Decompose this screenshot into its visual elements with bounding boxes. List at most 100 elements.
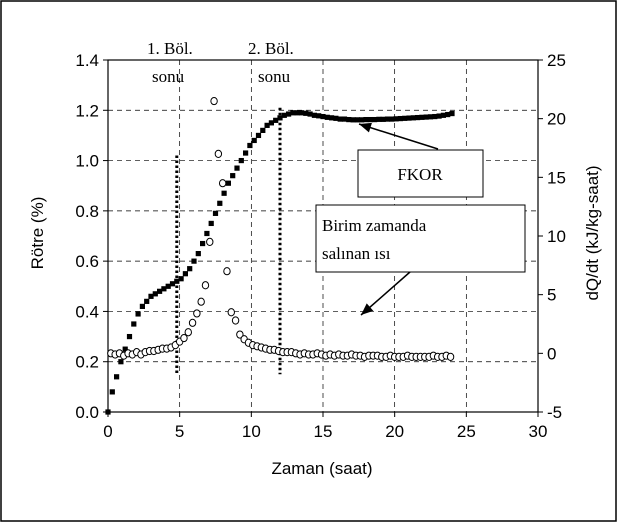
fkor-point xyxy=(238,157,244,164)
fkor-point xyxy=(341,116,348,122)
fkor-point xyxy=(449,110,455,117)
fkor-point xyxy=(397,115,403,122)
fkor-point xyxy=(225,180,231,186)
fkor-point xyxy=(118,359,124,365)
fkor-point xyxy=(131,321,137,327)
heat-point xyxy=(218,179,227,188)
x-axis-label: Zaman (saat) xyxy=(271,459,372,478)
phase2-label-line1: 2. Böl. xyxy=(248,39,294,58)
fkor-point xyxy=(208,220,214,227)
heat-point xyxy=(184,328,192,337)
fkor-point xyxy=(393,116,399,122)
heat-point xyxy=(227,308,235,317)
y-tick-label: 0.6 xyxy=(75,252,99,271)
x-tick-label: 0 xyxy=(103,422,112,441)
fkor-callout-box xyxy=(357,149,484,198)
fkor-point xyxy=(148,293,154,299)
y-tick-labels: 0.0 0.2 0.4 0.6 0.8 1.0 1.2 1.4 xyxy=(75,51,99,422)
fkor-point xyxy=(277,115,283,121)
fkor-point xyxy=(105,409,111,415)
heat-point xyxy=(231,316,240,325)
fkor-point xyxy=(243,150,249,156)
fkor-point xyxy=(174,278,180,284)
fkor-point xyxy=(337,116,343,122)
fkor-point xyxy=(169,281,176,287)
fkor-point xyxy=(376,116,382,122)
fkor-point xyxy=(298,110,305,116)
x-tick-labels: 0 5 10 15 20 25 30 xyxy=(103,422,547,441)
fkor-point xyxy=(436,113,442,119)
axes xyxy=(103,59,543,417)
fkor-point xyxy=(372,116,378,123)
heat-point xyxy=(210,96,218,106)
fkor-point xyxy=(290,110,296,116)
fkor-point xyxy=(144,298,150,304)
fkor-point xyxy=(402,115,408,121)
x-tick-label: 5 xyxy=(175,422,184,441)
fkor-point xyxy=(419,114,425,120)
fkor-point xyxy=(384,116,391,122)
phase-lines xyxy=(175,107,282,375)
y2-tick-label: -5 xyxy=(547,403,562,422)
fkor-point xyxy=(324,114,330,120)
heat-point xyxy=(180,333,188,343)
fkor-point xyxy=(273,117,279,123)
fkor-point xyxy=(152,291,158,297)
fkor-point xyxy=(294,110,300,116)
fkor-point xyxy=(281,112,287,118)
x-tick-label: 15 xyxy=(314,422,333,441)
heat-point xyxy=(197,297,205,306)
fkor-point xyxy=(445,111,451,118)
fkor-point xyxy=(126,333,133,340)
fkor-point xyxy=(333,115,339,121)
fkor-point xyxy=(114,374,120,380)
heat-point xyxy=(193,309,201,318)
y-axis-label: Rötre (%) xyxy=(28,197,47,270)
phase2-label-line2: sonu xyxy=(258,67,291,86)
fkor-point xyxy=(234,165,240,171)
y-tick-label: 0.2 xyxy=(75,353,99,372)
fkor-point xyxy=(320,113,326,120)
fkor-point xyxy=(204,230,210,237)
fkor-point xyxy=(255,132,262,139)
y2-tick-label: 15 xyxy=(547,168,566,187)
fkor-point xyxy=(359,117,365,123)
fkor-point xyxy=(247,142,253,149)
fkor-point xyxy=(122,346,128,352)
y2-tick-label: 0 xyxy=(547,344,556,363)
y2-axis-label: dQ/dt (kJ/kg-saat) xyxy=(583,165,602,300)
fkor-point xyxy=(350,117,356,123)
heat-point xyxy=(446,352,455,361)
series-fkor xyxy=(105,110,455,415)
x-tick-label: 25 xyxy=(457,422,476,441)
fkor-point xyxy=(195,251,201,257)
fkor-point xyxy=(410,115,416,121)
fkor-point xyxy=(389,116,395,122)
fkor-point xyxy=(260,127,266,133)
fkor-point xyxy=(346,116,352,123)
fkor-point xyxy=(423,114,429,120)
fkor-point xyxy=(286,111,292,117)
heat-point xyxy=(206,237,214,246)
y-tick-label: 0.0 xyxy=(75,403,99,422)
fkor-point xyxy=(191,258,197,264)
fkor-point xyxy=(307,111,313,117)
fkor-point xyxy=(135,311,141,317)
y2-tick-label: 25 xyxy=(547,51,566,70)
phase1-label-line1: 1. Böl. xyxy=(147,39,193,58)
heat-point xyxy=(188,318,197,327)
fkor-point xyxy=(221,190,227,196)
x-tick-label: 20 xyxy=(385,422,404,441)
heat-point xyxy=(214,149,223,158)
fkor-arrowhead xyxy=(359,122,372,133)
series-heat xyxy=(107,96,455,361)
y2-tick-label: 5 xyxy=(547,286,556,305)
fkor-point xyxy=(311,112,317,118)
fkor-point xyxy=(182,271,188,277)
fkor-point xyxy=(303,110,309,116)
fkor-point xyxy=(200,240,206,247)
fkor-point xyxy=(109,389,115,395)
fkor-point xyxy=(427,114,434,120)
fkor-arrow xyxy=(358,123,439,150)
